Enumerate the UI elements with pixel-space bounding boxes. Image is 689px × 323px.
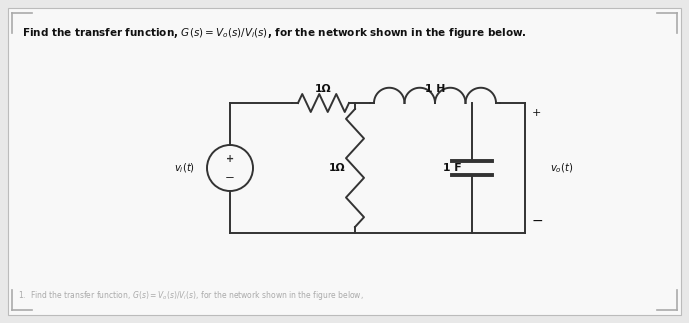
- Text: −: −: [532, 214, 544, 228]
- Text: +: +: [226, 154, 234, 164]
- Text: 1Ω: 1Ω: [329, 163, 345, 173]
- Text: −: −: [225, 171, 235, 183]
- Text: +: +: [532, 108, 542, 118]
- Text: 1 F: 1 F: [444, 163, 462, 173]
- Text: 1 H: 1 H: [425, 84, 445, 94]
- Text: Find the transfer function, $G(s) = V_o(s)/V_i(s)$, for the network shown in the: Find the transfer function, $G(s) = V_o(…: [22, 26, 527, 40]
- Text: 1.  Find the transfer function, $G(s) = V_o(s)/V_i(s)$, for the network shown in: 1. Find the transfer function, $G(s) = V…: [18, 289, 364, 302]
- FancyBboxPatch shape: [8, 8, 681, 315]
- Text: $v_i(t)$: $v_i(t)$: [174, 161, 195, 175]
- Text: $v_o(t)$: $v_o(t)$: [550, 161, 573, 175]
- Text: 1Ω: 1Ω: [315, 84, 332, 94]
